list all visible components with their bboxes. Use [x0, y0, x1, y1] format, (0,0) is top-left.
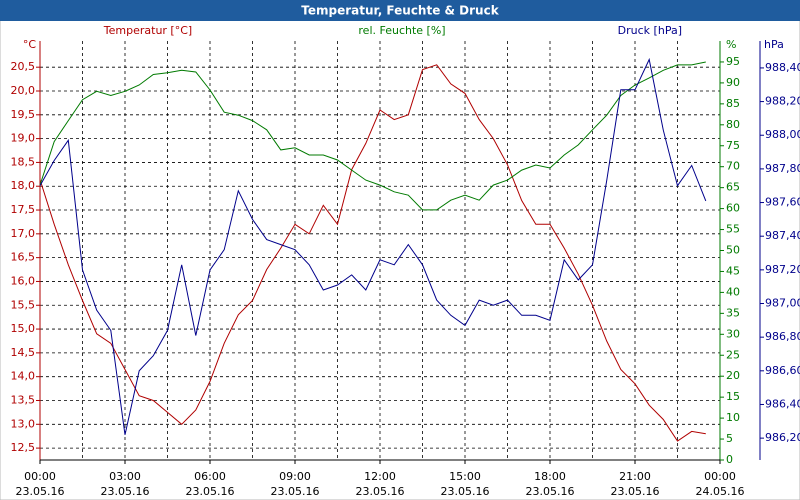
- x-tick-label: 21:00 23.05.16: [611, 470, 660, 498]
- y2-tick-label: 25: [726, 348, 740, 361]
- series-line: [39, 61, 706, 211]
- y2-tick-label: 85: [726, 97, 740, 110]
- y2-tick-label: 75: [726, 139, 740, 152]
- legend-label: Druck [hPa]: [618, 24, 682, 37]
- y3-tick-label: 988,20: [765, 95, 800, 108]
- x-tick-label: 15:00 23.05.16: [441, 470, 490, 498]
- x-tick-label: 03:00 23.05.16: [101, 470, 150, 498]
- y-tick-label: 19,0: [11, 132, 36, 145]
- series-line: [39, 64, 706, 442]
- y3-tick-label: 986,80: [765, 330, 800, 343]
- y-tick-label: 14,0: [11, 370, 36, 383]
- title-bar: [0, 0, 800, 21]
- y2-tick-label: 90: [726, 76, 740, 89]
- y3-tick-label: 987,00: [765, 297, 800, 310]
- x-tick-label: 12:00 23.05.16: [356, 470, 405, 498]
- chart-title: Temperatur, Feuchte & Druck: [301, 4, 499, 18]
- y2-tick-label: 45: [726, 264, 740, 277]
- legend-label: Temperatur [°C]: [103, 24, 192, 37]
- y-tick-label: 13,0: [11, 417, 36, 430]
- y-tick-label: 16,0: [11, 274, 36, 287]
- y2-tick-label: 35: [726, 306, 740, 319]
- x-tick-label: 06:00 23.05.16: [186, 470, 235, 498]
- y3-tick-label: 986,20: [765, 431, 800, 444]
- y-tick-label: 12,5: [11, 441, 36, 454]
- y2-tick-label: 15: [726, 390, 740, 403]
- y3-tick-label: 987,80: [765, 162, 800, 175]
- y-tick-label: 19,5: [11, 108, 36, 121]
- y3-tick-label: 988,40: [765, 61, 800, 74]
- y-tick-label: 14,5: [11, 346, 36, 359]
- y2-tick-label: 50: [726, 244, 740, 257]
- y3-tick-label: 987,20: [765, 263, 800, 276]
- y3-tick-label: 988,00: [765, 128, 800, 141]
- y2-tick-label: 55: [726, 223, 740, 236]
- y-tick-label: 18,5: [11, 155, 36, 168]
- y3-tick-label: 986,40: [765, 397, 800, 410]
- x-tick-label: 09:00 23.05.16: [271, 470, 320, 498]
- y3-tick-label: 986,60: [765, 364, 800, 377]
- y-tick-label: 20,0: [11, 84, 36, 97]
- y2-tick-label: 70: [726, 160, 740, 173]
- y2-tick-label: 30: [726, 327, 740, 340]
- y2-tick-label: 20: [726, 369, 740, 382]
- y-tick-label: 15,5: [11, 298, 36, 311]
- y-tick-label: 18,0: [11, 179, 36, 192]
- y2-tick-label: 10: [726, 411, 740, 424]
- y2-unit: %: [726, 38, 736, 51]
- y-tick-label: 16,5: [11, 251, 36, 264]
- y2-tick-label: 40: [726, 285, 740, 298]
- x-tick-label: 00:00 24.05.16: [696, 470, 745, 498]
- series-line: [39, 57, 707, 435]
- y2-tick-label: 5: [726, 432, 733, 445]
- y2-tick-label: 65: [726, 181, 740, 194]
- y-tick-label: 13,5: [11, 393, 36, 406]
- y-unit: °C: [23, 38, 37, 51]
- y-tick-label: 15,0: [11, 322, 36, 335]
- y3-unit: hPa: [764, 38, 784, 51]
- legend-label: rel. Feuchte [%]: [358, 24, 445, 37]
- y3-tick-label: 987,40: [765, 229, 800, 242]
- y2-tick-label: 80: [726, 118, 740, 131]
- x-tick-label: 00:00 23.05.16: [16, 470, 65, 498]
- y-tick-label: 20,5: [11, 60, 36, 73]
- y2-tick-label: 0: [726, 453, 733, 466]
- x-tick-label: 18:00 23.05.16: [526, 470, 575, 498]
- y-tick-label: 17,5: [11, 203, 36, 216]
- y-tick-label: 17,0: [11, 227, 36, 240]
- y2-tick-label: 60: [726, 202, 740, 215]
- y2-tick-label: 95: [726, 55, 740, 68]
- y3-tick-label: 987,60: [765, 196, 800, 209]
